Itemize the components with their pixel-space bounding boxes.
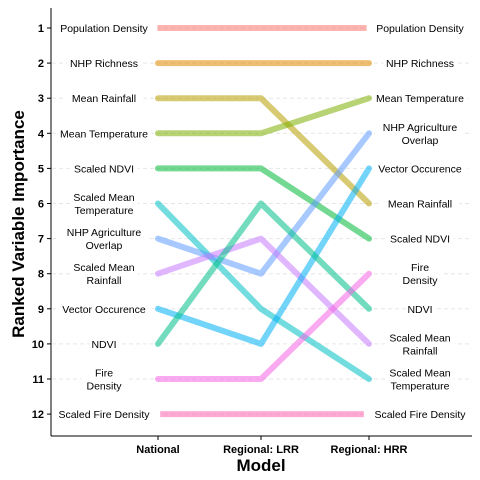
left-label-bg-9	[56, 301, 152, 317]
right-label-bg-7	[386, 231, 454, 247]
right-label-bg-5	[372, 160, 468, 176]
right-label-4: NHP Agriculture	[383, 122, 458, 134]
left-label-10: NDVI	[91, 339, 116, 351]
left-label-bg-5	[70, 160, 138, 176]
y-tick-label-7: 7	[38, 234, 44, 246]
y-tick-label-8: 8	[38, 269, 44, 281]
right-label-2: NHP Richness	[386, 58, 454, 70]
y-tick-label-2: 2	[38, 58, 44, 70]
right-label-bg-1	[366, 20, 474, 36]
x-ticks: National Regional: LRR Regional: HRR	[136, 436, 408, 456]
left-label-bg-3	[64, 90, 144, 106]
right-label-9: NDVI	[407, 304, 432, 316]
y-tick-label-6: 6	[38, 199, 44, 211]
left-label-11: Density	[86, 381, 122, 393]
right-label-bg-8	[397, 259, 443, 288]
left-label-bg-1	[50, 20, 158, 36]
right-label-bg-10	[386, 329, 454, 358]
right-label-6: Mean Rainfall	[388, 199, 452, 211]
left-label-6: Scaled Mean	[73, 192, 134, 204]
right-label-1: Population Density	[376, 23, 464, 35]
left-label-7: NHP Agriculture	[67, 227, 142, 239]
right-label-11: Temperature	[391, 381, 450, 393]
right-label-bg-12	[363, 406, 477, 422]
left-label-2: NHP Richness	[70, 58, 138, 70]
left-label-6: Temperature	[75, 205, 134, 217]
y-tick-label-5: 5	[38, 163, 44, 175]
x-axis-title: Model	[236, 456, 285, 475]
left-label-12: Scaled Fire Density	[58, 409, 150, 421]
variable-labels: Population Density NHP Richness Mean Rainf…	[47, 20, 477, 422]
right-label-11: Scaled Mean	[389, 368, 450, 380]
left-label-9: Vector Occurence	[62, 304, 146, 316]
series-line-ndvi	[155, 200, 372, 347]
series-lines	[155, 25, 372, 418]
right-label-8: Density	[402, 275, 438, 287]
left-label-bg-12	[47, 406, 161, 422]
left-label-3: Mean Rainfall	[72, 93, 136, 105]
y-tick-label-10: 10	[32, 339, 44, 351]
right-label-bg-6	[380, 196, 460, 211]
y-tick-label-1: 1	[38, 23, 44, 35]
right-label-bg-4	[375, 119, 465, 148]
right-label-bg-11	[386, 365, 454, 393]
right-label-bg-9	[405, 301, 435, 317]
y-axis-title: Ranked Variable Importance	[9, 110, 28, 338]
series-line-mean-temperature	[155, 95, 372, 137]
x-tick-label-0: National	[136, 444, 179, 456]
left-label-bg-8	[70, 259, 138, 288]
y-tick-label-12: 12	[32, 409, 44, 421]
series-line-nhp-agriculture-overlap	[155, 130, 372, 277]
y-tick-label-4: 4	[38, 128, 45, 140]
series-line-fire-density	[155, 270, 372, 382]
right-label-bg-3	[372, 90, 468, 106]
left-label-bg-2	[67, 55, 141, 71]
right-label-10: Scaled Mean	[389, 332, 450, 344]
left-label-8: Scaled Mean	[73, 262, 134, 274]
x-tick-label-1: Regional: LRR	[223, 444, 299, 456]
left-label-5: Scaled NDVI	[74, 163, 134, 175]
right-label-4: Overlap	[402, 135, 439, 147]
right-label-5: Vector Occurence	[378, 163, 462, 175]
right-label-12: Scaled Fire Density	[374, 409, 466, 421]
left-label-bg-7	[59, 224, 149, 253]
left-label-bg-6	[70, 189, 138, 218]
y-tick-label-3: 3	[38, 93, 44, 105]
series-line-vector-occurence	[155, 165, 372, 347]
series-line-scaled-mean-rainfall	[155, 235, 372, 347]
right-label-3: Mean Temperature	[376, 93, 464, 105]
y-tick-label-11: 11	[32, 374, 44, 386]
right-label-8: Fire	[411, 262, 429, 274]
x-tick-label-2: Regional: HRR	[331, 444, 408, 456]
left-label-bg-4	[56, 125, 152, 141]
left-label-11: Fire	[95, 368, 113, 380]
left-label-1: Population Density	[60, 23, 148, 35]
right-label-bg-2	[383, 55, 457, 71]
left-label-4: Mean Temperature	[60, 128, 148, 140]
series-line-scaled-mean-temperature	[155, 200, 372, 382]
left-label-bg-11	[81, 365, 127, 393]
y-tick-label-9: 9	[38, 304, 44, 316]
right-label-7: Scaled NDVI	[390, 234, 450, 246]
series-line-scaled-ndvi	[155, 165, 372, 242]
left-label-7: Overlap	[86, 240, 123, 252]
left-label-bg-10	[89, 336, 119, 352]
left-label-8: Rainfall	[86, 275, 121, 287]
series-line-mean-rainfall	[155, 95, 372, 207]
right-label-10: Rainfall	[402, 345, 437, 357]
